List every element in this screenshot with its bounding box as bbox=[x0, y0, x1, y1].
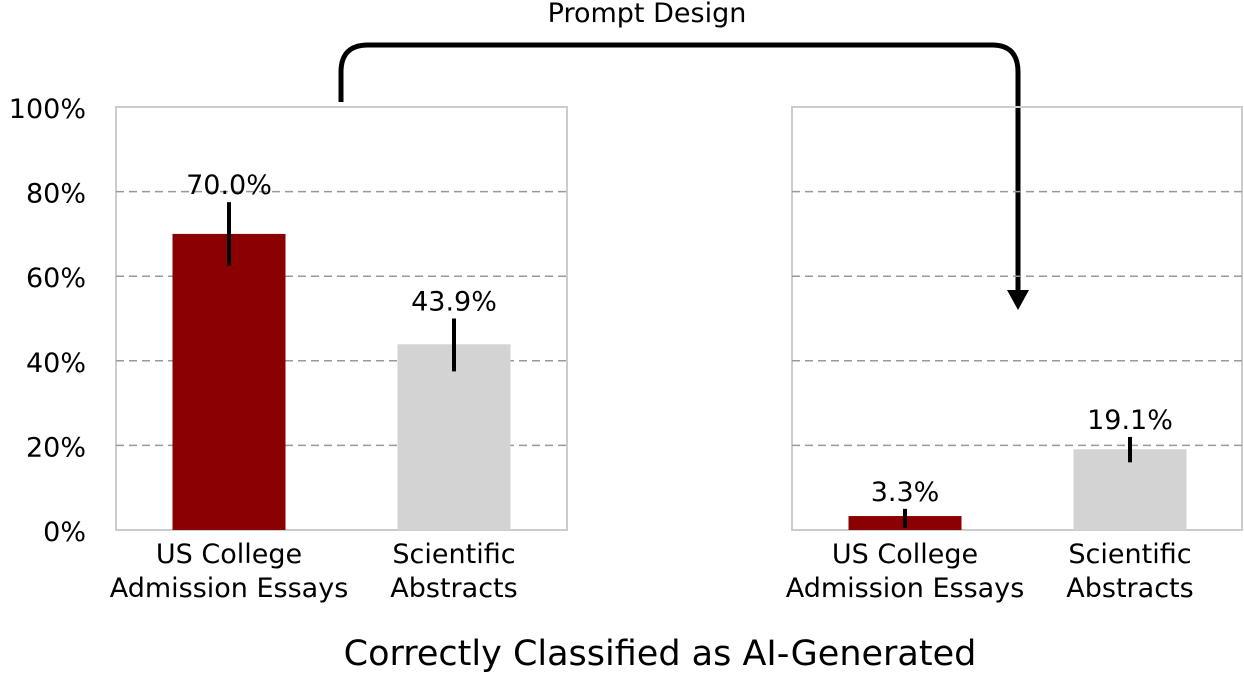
bar bbox=[172, 233, 286, 530]
bar-value-label: 3.3% bbox=[871, 477, 940, 508]
bar bbox=[397, 344, 511, 530]
y-tick-label: 60% bbox=[26, 263, 86, 294]
x-tick-label: Admission Essays bbox=[786, 573, 1025, 604]
y-tick-label: 80% bbox=[26, 179, 86, 210]
y-tick-label: 40% bbox=[26, 348, 86, 379]
x-tick-label: US College bbox=[156, 539, 302, 570]
plot-frame bbox=[115, 106, 568, 531]
x-tick-label: US College bbox=[832, 539, 978, 570]
x-axis-label: Correctly Classified as AI-Generated bbox=[344, 634, 977, 673]
prompt-design-arrow bbox=[338, 42, 1021, 292]
x-tick-label: Admission Essays bbox=[110, 573, 349, 604]
plot-frame bbox=[791, 106, 1243, 531]
prompt-design-label: Prompt Design bbox=[548, 0, 747, 29]
y-tick-label: 0% bbox=[43, 517, 86, 548]
y-tick-label: 20% bbox=[26, 432, 86, 463]
chart-panel-1: 0% 20% 40% 60% 80% 100% 70.0% US CollegeAdmissi… bbox=[9, 94, 568, 604]
bar-value-label: 70.0% bbox=[186, 170, 272, 201]
arrow-head-icon bbox=[1007, 290, 1029, 310]
bar-value-label: 19.1% bbox=[1087, 405, 1173, 436]
y-tick-label: 100% bbox=[9, 94, 86, 125]
x-tick-label: Scientific bbox=[392, 539, 515, 570]
x-tick-label: Scientific bbox=[1068, 539, 1191, 570]
bar-value-label: 43.9% bbox=[411, 287, 497, 318]
x-tick-label: Abstracts bbox=[1066, 573, 1193, 604]
bar bbox=[1073, 449, 1187, 530]
x-tick-label: Abstracts bbox=[390, 573, 517, 604]
